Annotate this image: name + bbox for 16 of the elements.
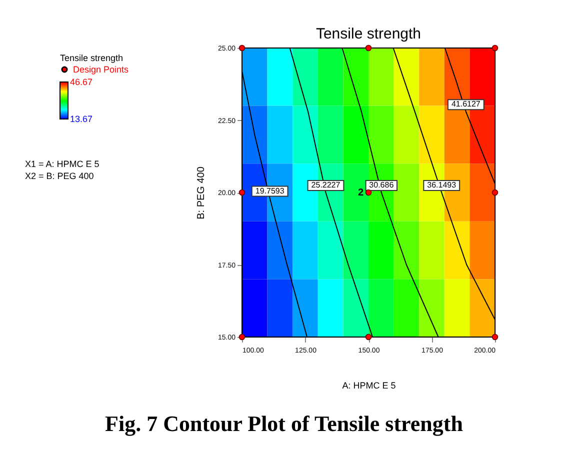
color-bar-label: 46.67 <box>70 77 93 87</box>
series-label: 19.7593 <box>255 186 285 196</box>
text: X2 = B: PEG 400 <box>25 171 94 181</box>
series-label: 30.686 <box>369 180 394 190</box>
chart-title: Tensile strength <box>316 26 422 43</box>
text: X1 = A: HPMC E 5 <box>25 159 100 169</box>
series-label: 36.1493 <box>427 180 457 190</box>
series-label: 25.2227 <box>311 180 341 190</box>
x-axis-title: A: HPMC E 5 <box>342 380 396 390</box>
color-bar-label: 13.67 <box>70 114 93 124</box>
y-axis-title: B: PEG 400 <box>196 166 207 220</box>
legend-label: Design Points <box>73 64 130 74</box>
series-label: 41.6127 <box>451 100 481 109</box>
legend-title: Tensile strength <box>60 53 124 63</box>
caption: Fig. 7 Contour Plot of Tensile strength <box>105 411 463 436</box>
annotation: 2 <box>358 188 364 198</box>
